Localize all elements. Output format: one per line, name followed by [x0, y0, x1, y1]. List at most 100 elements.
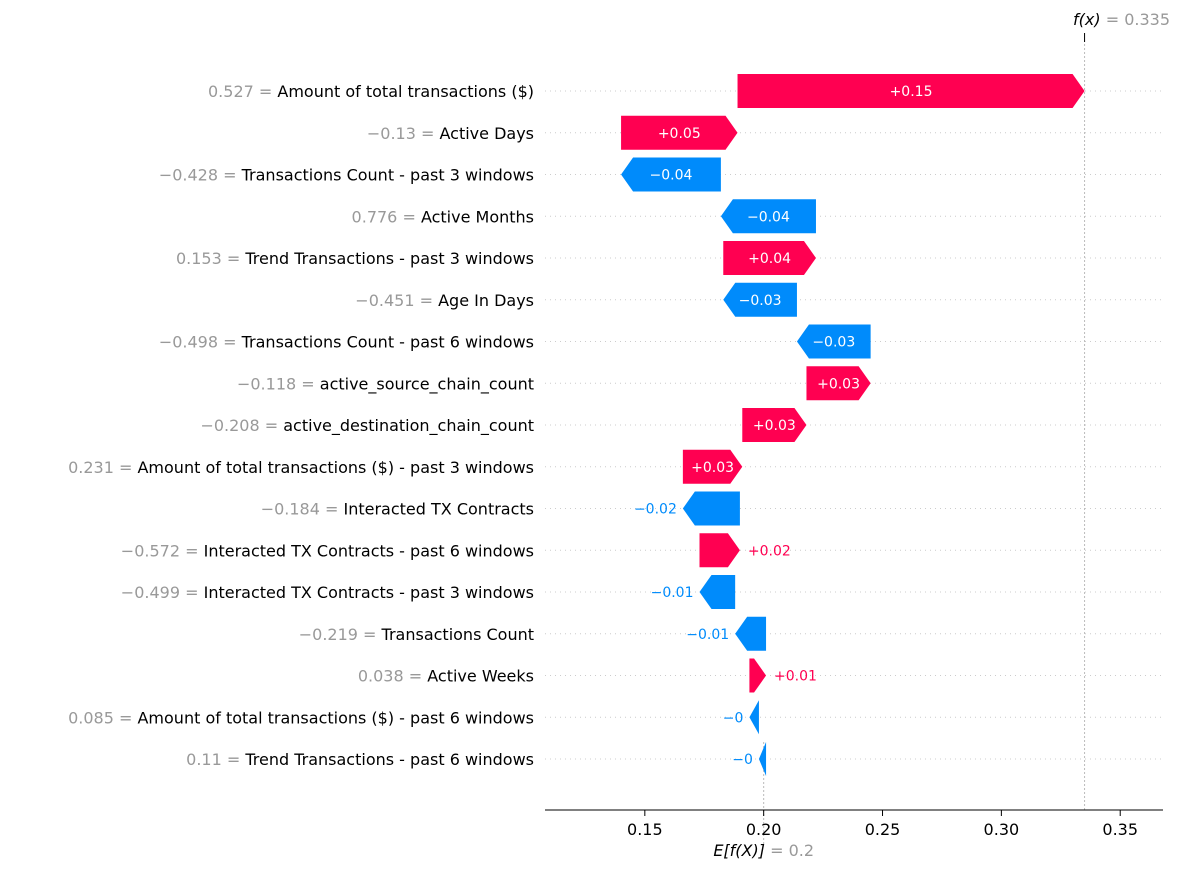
base-value-label: E[f(X)] = 0.2: [713, 841, 814, 860]
bar-positive: [737, 74, 1085, 108]
feature-name: Transactions Count: [381, 625, 534, 644]
x-tick-label: 0.15: [627, 820, 663, 839]
feature-value: −0.499 =: [121, 583, 204, 602]
x-tick-label: 0.25: [865, 820, 901, 839]
output-label: f(x): [1073, 10, 1101, 29]
feature-label: 0.085 = Amount of total transactions ($)…: [68, 708, 534, 727]
bar-negative: [621, 157, 721, 192]
feature-value: 0.038 =: [358, 667, 427, 686]
feature-label: 0.527 = Amount of total transactions ($): [208, 82, 534, 101]
base-label: E[f(X)]: [713, 841, 765, 860]
bar-positive: [682, 449, 743, 484]
feature-label: 0.231 = Amount of total transactions ($)…: [68, 458, 534, 477]
feature-label: 0.11 = Trend Transactions - past 6 windo…: [186, 750, 534, 769]
bar-value-label: −0.04: [747, 209, 790, 225]
bar-negative: [682, 491, 740, 526]
bar-negative: [796, 324, 871, 359]
feature-name: Active Weeks: [427, 667, 534, 686]
bar-negative: [758, 742, 767, 776]
feature-value: −0.184 =: [261, 500, 344, 519]
feature-label: −0.428 = Transactions Count - past 3 win…: [159, 166, 534, 185]
bar-positive: [621, 115, 738, 150]
feature-label: −0.184 = Interacted TX Contracts: [261, 500, 534, 519]
feature-label: 0.038 = Active Weeks: [358, 667, 534, 686]
feature-label: −0.208 = active_destination_chain_count: [200, 416, 534, 436]
feature-label: −0.499 = Interacted TX Contracts - past …: [121, 583, 534, 602]
reference-lines: [763, 33, 1086, 846]
bar-value-label: +0.03: [691, 460, 734, 476]
base-value-text: E[f(X)] = 0.2: [713, 841, 814, 860]
feature-value: 0.11 =: [186, 750, 245, 769]
output-value: = 0.335: [1101, 10, 1170, 29]
feature-name: Amount of total transactions ($) - past …: [137, 458, 534, 477]
feature-name: Amount of total transactions ($): [277, 82, 534, 101]
bar-positive: [749, 658, 767, 693]
bar-negative: [699, 575, 736, 609]
bar-value-label: −0: [732, 752, 753, 768]
feature-name: Interacted TX Contracts - past 6 windows: [204, 541, 534, 560]
feature-value: 0.527 =: [208, 82, 277, 101]
feature-name: Transactions Count - past 3 windows: [241, 166, 534, 185]
feature-value: −0.208 =: [200, 416, 283, 435]
feature-name: Trend Transactions - past 3 windows: [244, 249, 534, 268]
bar-value-label: +0.03: [753, 418, 796, 434]
feature-value: −0.118 =: [237, 374, 320, 393]
x-axis: 0.15 0.20 0.25 0.30 0.35: [545, 809, 1163, 839]
base-value: = 0.2: [765, 841, 814, 860]
feature-name: active_source_chain_count: [320, 374, 534, 394]
feature-name: Active Months: [421, 207, 534, 226]
feature-label: −0.572 = Interacted TX Contracts - past …: [121, 541, 534, 560]
bar-value-label: +0.01: [774, 669, 817, 685]
feature-name: Interacted TX Contracts - past 3 windows: [204, 583, 534, 602]
bar-value-label: −0.03: [739, 293, 782, 309]
bar-value-label: +0.03: [817, 376, 860, 392]
bar-value-label: +0.05: [658, 126, 701, 142]
feature-label: −0.219 = Transactions Count: [299, 625, 534, 644]
feature-value: 0.231 =: [68, 458, 137, 477]
bar-value-label: −0.01: [651, 585, 694, 601]
bar-negative: [735, 616, 767, 651]
feature-value: 0.153 =: [176, 249, 245, 268]
feature-label: −0.13 = Active Days: [367, 124, 534, 143]
feature-label: −0.451 = Age In Days: [355, 291, 534, 310]
bar-value-label: −0: [723, 710, 744, 726]
bar-value-label: +0.04: [748, 251, 791, 267]
feature-value: −0.498 =: [159, 333, 242, 352]
feature-name: Active Days: [439, 124, 534, 143]
bar-positive: [742, 408, 807, 442]
feature-name: Trend Transactions - past 6 windows: [244, 750, 534, 769]
feature-name: Amount of total transactions ($) - past …: [137, 708, 534, 727]
output-value-text: f(x) = 0.335: [1073, 10, 1170, 29]
feature-name: Transactions Count - past 6 windows: [241, 333, 534, 352]
feature-value: 0.776 =: [352, 207, 421, 226]
bar-value-label: −0.03: [812, 335, 855, 351]
x-tick-label: 0.20: [746, 820, 782, 839]
feature-value: −0.572 =: [121, 541, 204, 560]
bar-value-label: −0.01: [686, 627, 729, 643]
feature-name: Interacted TX Contracts: [344, 500, 535, 519]
x-tick-label: 0.30: [984, 820, 1020, 839]
bar-positive: [699, 533, 740, 568]
feature-value: −0.451 =: [355, 291, 438, 310]
bar-positive: [723, 241, 816, 275]
feature-label: 0.153 = Trend Transactions - past 3 wind…: [176, 249, 534, 268]
x-tick-label: 0.35: [1102, 820, 1138, 839]
bar-negative: [720, 199, 816, 234]
row-gridlines: [545, 90, 1163, 760]
bar-value-label: +0.15: [890, 84, 933, 100]
feature-label: 0.776 = Active Months: [352, 207, 534, 226]
bar-value-label: +0.02: [748, 543, 791, 559]
feature-value: −0.428 =: [159, 166, 242, 185]
feature-label: −0.498 = Transactions Count - past 6 win…: [159, 333, 534, 352]
feature-label: −0.118 = active_source_chain_count: [237, 374, 534, 394]
bar-value-label: −0.02: [634, 502, 677, 518]
output-value-label: f(x) = 0.335: [1073, 10, 1170, 29]
bars: +0.15 +0.05 −0.04 −0.04 +0.04 −0.03 −0.03 +0.03…: [621, 74, 1085, 776]
bar-positive: [806, 366, 871, 401]
feature-value: −0.13 =: [367, 124, 440, 143]
feature-name: active_destination_chain_count: [283, 416, 534, 436]
bar-negative: [723, 282, 797, 317]
feature-name: Age In Days: [438, 291, 534, 310]
bar-value-label: −0.04: [650, 168, 693, 184]
